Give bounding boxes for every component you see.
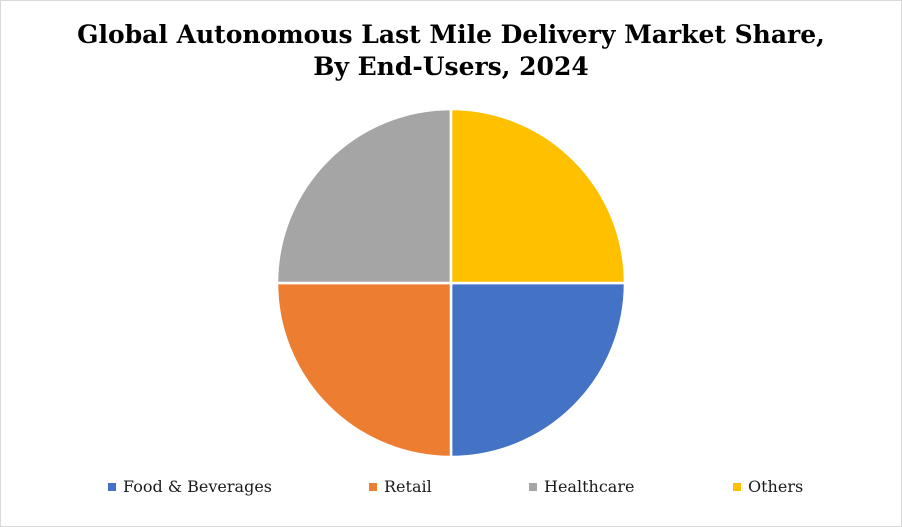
pie-slice-retail: [275, 281, 453, 459]
legend-swatch-healthcare: [529, 482, 537, 491]
legend-item-healthcare: Healthcare: [529, 477, 634, 496]
legend-label-retail: Retail: [384, 477, 432, 496]
chart-title-line-2: By End-Users, 2024: [313, 52, 589, 81]
pie-slice-healthcare: [275, 107, 453, 285]
legend-swatch-retail: [369, 482, 377, 491]
pie-slice-food-beverages: [449, 281, 627, 459]
legend-label-others: Others: [748, 477, 804, 496]
legend-item-others: Others: [733, 477, 803, 496]
chart-title-line-1: Global Autonomous Last Mile Delivery Mar…: [77, 20, 825, 49]
chart-legend: Food & Beverages Retail Healthcare Other…: [1, 477, 901, 501]
legend-label-food-beverages: Food & Beverages: [123, 477, 272, 496]
legend-label-healthcare: Healthcare: [544, 477, 635, 496]
pie-slice-others: [449, 107, 627, 285]
legend-swatch-food-beverages: [108, 482, 116, 491]
legend-item-food-beverages: Food & Beverages: [108, 477, 272, 496]
legend-swatch-others: [733, 482, 741, 491]
legend-item-retail: Retail: [369, 477, 432, 496]
chart-title: Global Autonomous Last Mile Delivery Mar…: [1, 19, 901, 83]
